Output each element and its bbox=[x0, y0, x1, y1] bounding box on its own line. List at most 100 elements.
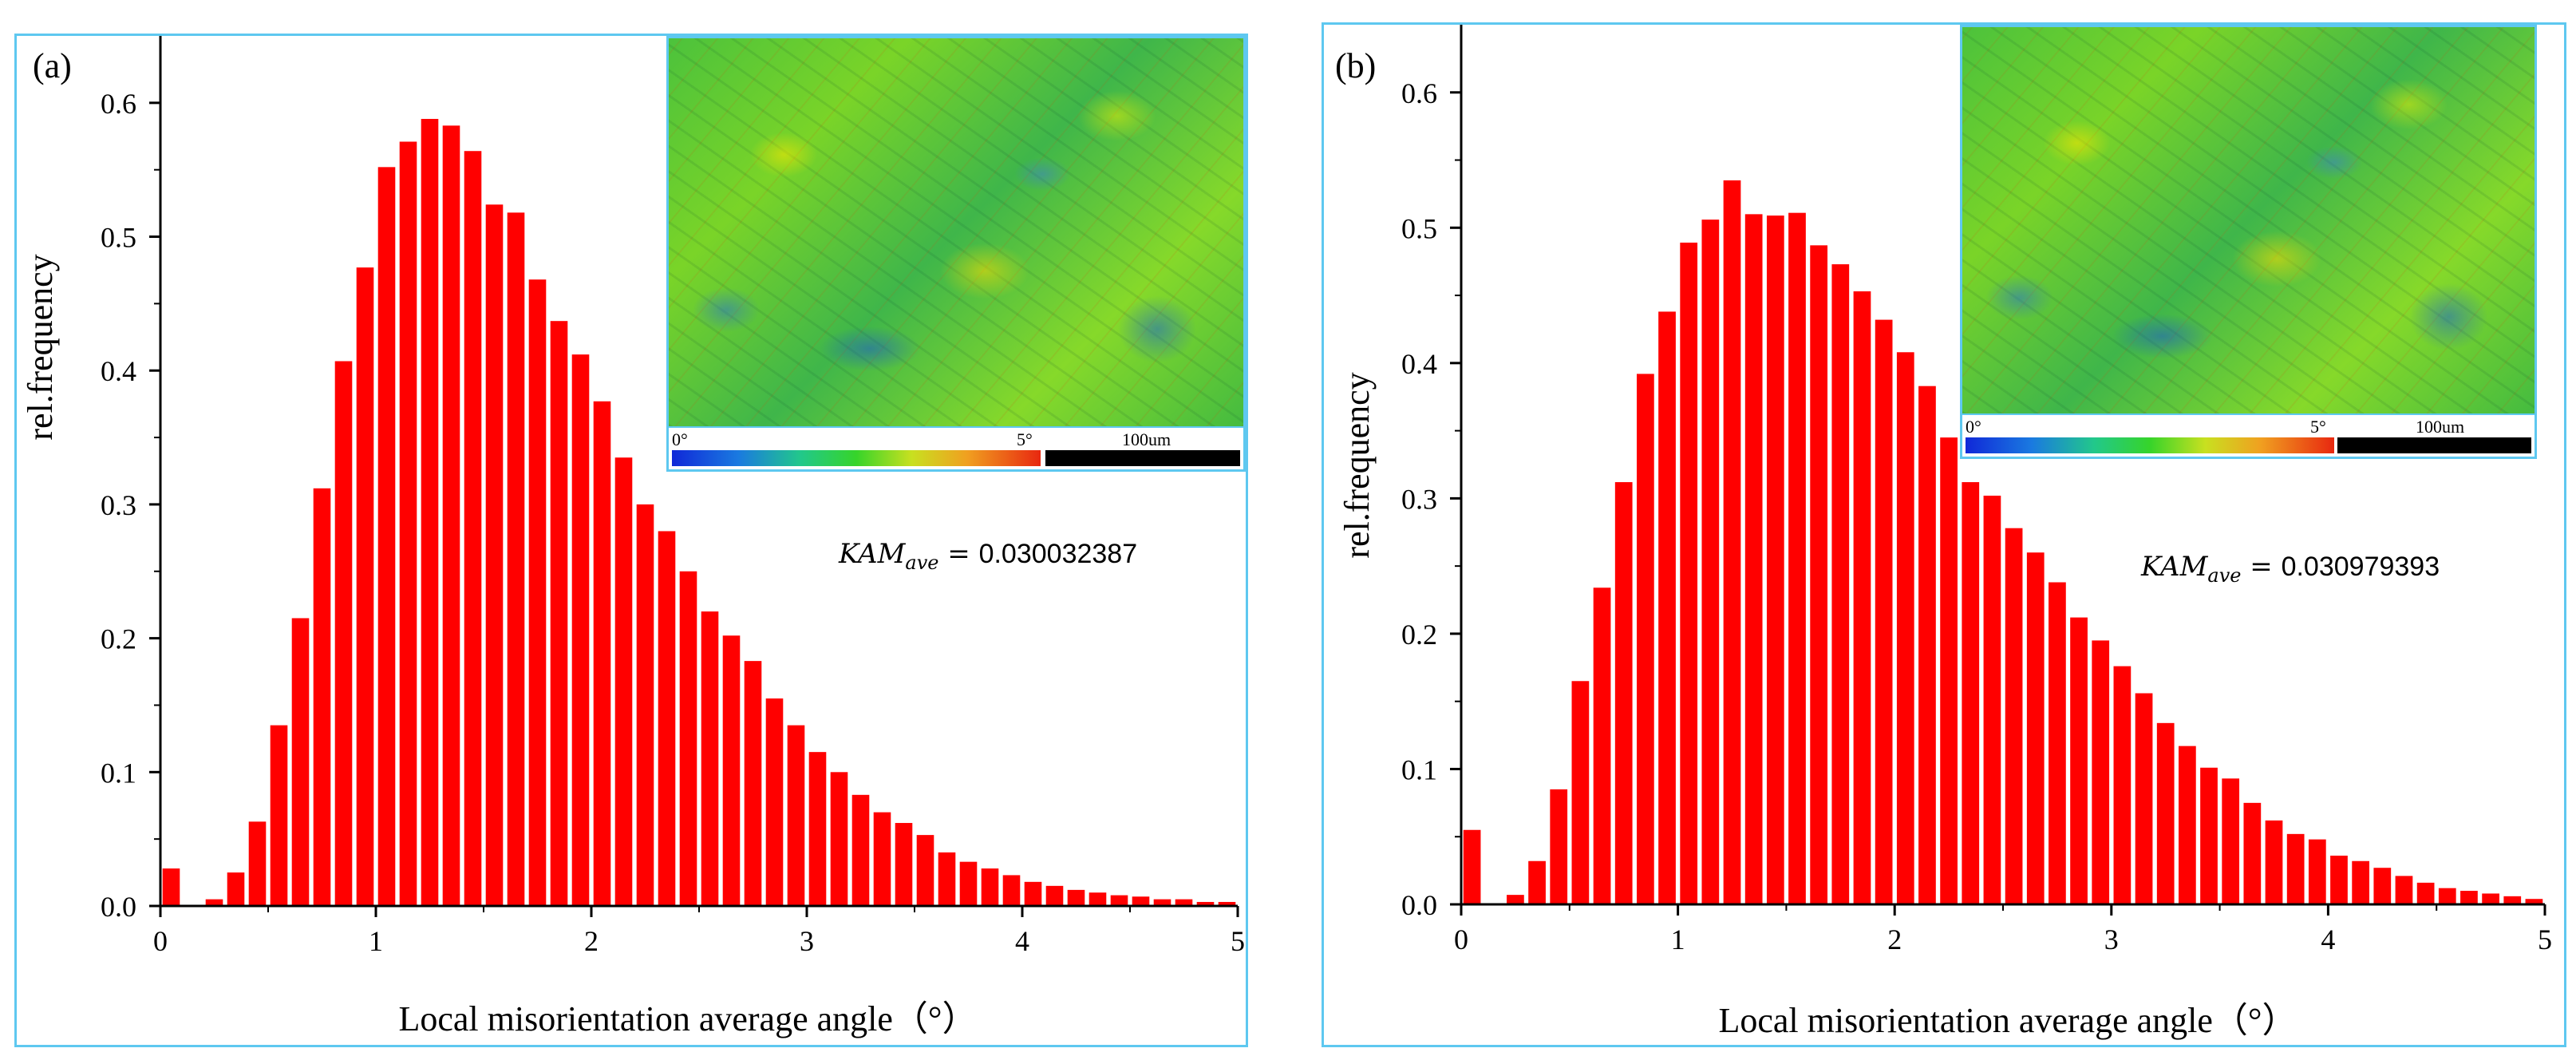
x-tick-label-b-4: 4 bbox=[2321, 924, 2335, 955]
bar-a-43 bbox=[1088, 892, 1107, 906]
bar-a-7 bbox=[313, 488, 331, 906]
bar-a-26 bbox=[722, 635, 741, 906]
kam-main-b: KAM bbox=[2140, 551, 2209, 583]
bar-b-25 bbox=[2005, 528, 2023, 904]
bar-b-9 bbox=[1658, 311, 1676, 904]
bar-a-25 bbox=[701, 611, 719, 906]
x-tick-label-a-0: 0 bbox=[153, 925, 168, 957]
scale-bar-a bbox=[1045, 450, 1240, 466]
bar-a-18 bbox=[550, 321, 568, 906]
bar-a-5 bbox=[270, 725, 288, 906]
panel-label-b: (b) bbox=[1335, 46, 1376, 85]
bar-a-21 bbox=[614, 457, 633, 906]
bar-a-48 bbox=[1196, 901, 1215, 906]
bar-b-46 bbox=[2460, 891, 2478, 904]
colorbar-b bbox=[1966, 437, 2334, 453]
bar-a-19 bbox=[571, 354, 590, 906]
bar-b-10 bbox=[1680, 242, 1698, 905]
y-tick-label-a-6: 0.6 bbox=[101, 88, 136, 120]
bar-b-23 bbox=[1962, 482, 1980, 904]
bar-b-17 bbox=[1831, 264, 1850, 905]
bar-b-37 bbox=[2265, 820, 2283, 904]
colorbar-min-label-a: 0° bbox=[672, 429, 688, 449]
kam-value-a: 0.030032387 bbox=[979, 539, 1138, 569]
kam-eq-a: = bbox=[938, 538, 978, 570]
histogram-b: 0 1 2 3 4 5 0.0 0.1 0.2 0.3 0.4 0.5 0.6 (b) rel.freq… bbox=[1335, 25, 2552, 1040]
colorbar-max-label-b: 5° bbox=[2310, 417, 2326, 437]
y-tick-label-b-4: 0.4 bbox=[1401, 348, 1437, 380]
kam-map-image-a bbox=[669, 38, 1243, 426]
kam-map-inset-a: 0° 5° 100um bbox=[666, 36, 1246, 472]
bar-b-5 bbox=[1571, 681, 1590, 904]
bar-a-38 bbox=[981, 868, 999, 906]
bar-b-33 bbox=[2179, 746, 2196, 904]
bar-b-28 bbox=[2070, 617, 2088, 904]
bar-a-45 bbox=[1132, 896, 1150, 906]
bar-group-a bbox=[162, 118, 1236, 907]
y-tick-label-b-5: 0.5 bbox=[1401, 212, 1437, 244]
x-tick-label-b-2: 2 bbox=[1887, 924, 1902, 955]
histogram-a: 0 1 2 3 4 5 0.0 0.1 0.2 0.3 0.4 0.5 0.6 (a) rel.freq… bbox=[21, 36, 1245, 1038]
y-tick-label-a-2: 0.2 bbox=[101, 623, 136, 655]
y-tick-label-b-0: 0.0 bbox=[1401, 889, 1437, 921]
y-tick-label-a-0: 0.0 bbox=[101, 891, 136, 923]
bar-b-31 bbox=[2135, 693, 2153, 904]
y-axis-label-b: rel.frequency bbox=[1337, 372, 1377, 558]
y-tick-label-a-1: 0.1 bbox=[101, 757, 136, 789]
bar-a-15 bbox=[485, 204, 504, 906]
kam-sub-a: ave bbox=[905, 552, 938, 574]
y-tick-label-a-3: 0.3 bbox=[101, 489, 136, 521]
bar-b-11 bbox=[1701, 220, 1720, 904]
x-axis-label-a: Local misorientation average angle（°） bbox=[399, 999, 978, 1038]
scale-bar-label-a: 100um bbox=[1122, 429, 1171, 449]
bar-a-2 bbox=[205, 899, 223, 906]
x-axis-label-b: Local misorientation average angle（°） bbox=[1719, 1001, 2297, 1040]
bar-b-30 bbox=[2113, 666, 2132, 904]
bar-a-23 bbox=[658, 531, 676, 906]
bar-a-9 bbox=[356, 267, 374, 906]
bar-a-13 bbox=[442, 125, 460, 907]
bar-a-20 bbox=[593, 401, 611, 906]
bar-a-39 bbox=[1002, 875, 1021, 906]
kam-map-inset-b: 0° 5° 100um bbox=[1960, 25, 2537, 459]
colorbar-a bbox=[672, 450, 1041, 466]
bar-b-45 bbox=[2438, 888, 2456, 904]
bar-a-44 bbox=[1110, 895, 1128, 906]
colorbar-min-label-b: 0° bbox=[1966, 417, 1981, 437]
x-tick-label-a-3: 3 bbox=[800, 925, 814, 957]
bar-b-20 bbox=[1896, 352, 1914, 904]
x-tick-label-b-1: 1 bbox=[1671, 924, 1685, 955]
y-tick-label-b-1: 0.1 bbox=[1401, 754, 1437, 785]
bar-b-4 bbox=[1550, 789, 1568, 904]
bar-b-49 bbox=[2525, 899, 2543, 904]
bar-b-8 bbox=[1637, 374, 1654, 904]
bar-b-2 bbox=[1507, 895, 1524, 904]
bar-b-12 bbox=[1723, 180, 1741, 905]
bar-a-32 bbox=[851, 794, 870, 906]
y-tick-label-b-2: 0.2 bbox=[1401, 619, 1437, 651]
bar-a-11 bbox=[399, 141, 417, 907]
y-tick-label-b-3: 0.3 bbox=[1401, 483, 1437, 515]
panel-label-a: (a) bbox=[33, 46, 72, 85]
bar-b-21 bbox=[1918, 386, 1936, 904]
colorbar-row-b: 0° 5° 100um bbox=[1962, 413, 2535, 457]
bar-b-15 bbox=[1788, 212, 1806, 904]
bar-b-41 bbox=[2352, 860, 2370, 904]
chart-panel-a: 0 1 2 3 4 5 0.0 0.1 0.2 0.3 0.4 0.5 0.6 (a) rel.freq… bbox=[14, 34, 1248, 1047]
bar-a-40 bbox=[1024, 881, 1042, 906]
bar-a-14 bbox=[464, 151, 482, 907]
bar-a-6 bbox=[291, 618, 310, 906]
bar-a-22 bbox=[636, 504, 654, 906]
bar-a-0 bbox=[162, 868, 180, 906]
chart-panel-b: 0 1 2 3 4 5 0.0 0.1 0.2 0.3 0.4 0.5 0.6 (b) rel.freq… bbox=[1322, 22, 2566, 1047]
bar-a-35 bbox=[916, 835, 934, 906]
scale-bar-label-b: 100um bbox=[2416, 417, 2465, 437]
bar-b-14 bbox=[1766, 216, 1784, 904]
bar-a-47 bbox=[1175, 899, 1193, 906]
axes-b: 0 1 2 3 4 5 0.0 0.1 0.2 0.3 0.4 0.5 0.6 bbox=[1401, 25, 2552, 955]
bar-b-0 bbox=[1463, 829, 1481, 904]
bar-a-27 bbox=[744, 661, 762, 906]
bar-a-36 bbox=[938, 852, 956, 906]
bar-b-19 bbox=[1875, 319, 1893, 905]
bar-a-37 bbox=[959, 861, 978, 906]
